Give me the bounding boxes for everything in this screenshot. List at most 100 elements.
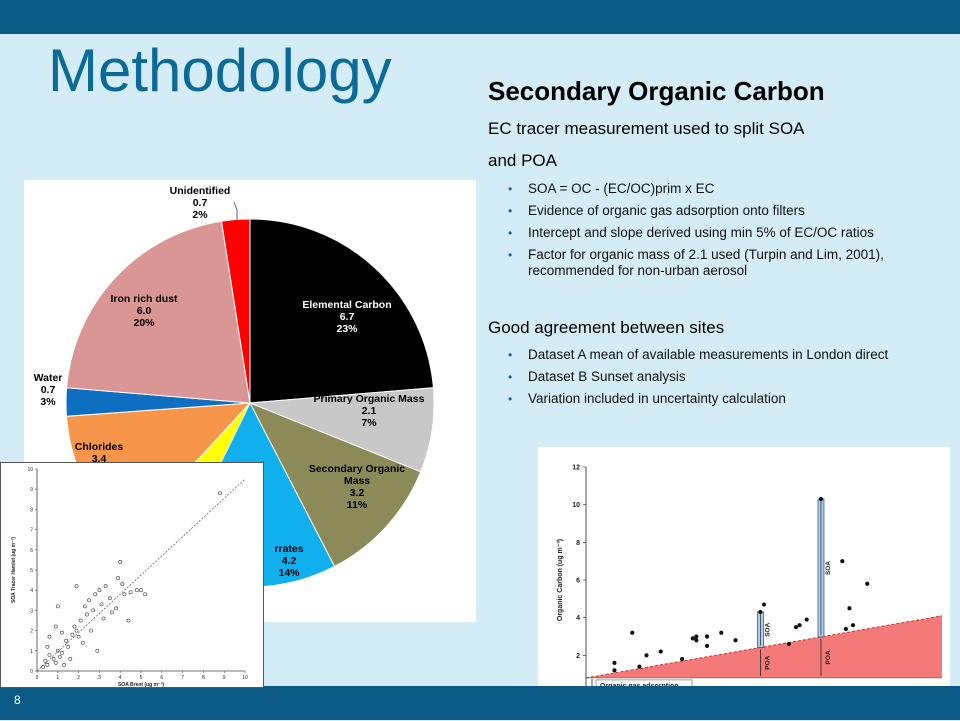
- x-tick-label: 4: [119, 675, 122, 681]
- x-axis-label: SOA Brent (ug m⁻³): [118, 682, 164, 687]
- x-tick-label: 10: [242, 675, 248, 681]
- scatter-point: [758, 609, 763, 615]
- scatter-point: [126, 618, 131, 623]
- y-tick-label: 2: [30, 629, 33, 635]
- scatter-point: [45, 663, 50, 667]
- bullet-list-agreement: Dataset A mean of available measurements…: [508, 347, 908, 413]
- y-axis-label: SOA Tracer Hamlet (ug m⁻³): [11, 537, 17, 603]
- y-tick-label: 0: [30, 669, 33, 675]
- scatter-point: [694, 634, 699, 639]
- scatter-point: [97, 588, 102, 593]
- x-tick-label: 0: [36, 675, 39, 681]
- x-tick-label: 5: [140, 675, 143, 681]
- pie-label: Unidentified 0.7 2%: [170, 185, 231, 221]
- soa-label: SOA: [764, 622, 771, 636]
- scatter-point: [120, 582, 125, 587]
- scatter-point: [118, 560, 123, 564]
- scatter-point: [804, 617, 809, 622]
- y-tick-label: 8: [576, 540, 580, 547]
- pie-slice-elemental-carbon: [249, 218, 434, 404]
- scatter-point: [630, 630, 635, 635]
- bullet-item: Dataset B Sunset analysis: [508, 369, 908, 385]
- scatter-point: [68, 656, 73, 661]
- bullet-item: Dataset A mean of available measurements…: [508, 347, 908, 363]
- y-tick-label: 9: [30, 487, 33, 493]
- paragraph-agreement: Good agreement between sites: [488, 318, 725, 337]
- scatter-point: [91, 608, 96, 613]
- scatter-point: [818, 496, 824, 502]
- pie-leader-line: [233, 201, 238, 220]
- bullet-item: Variation included in uncertainty calcul…: [508, 391, 908, 407]
- y-tick-label: 6: [30, 548, 33, 554]
- section-heading: Secondary Organic Carbon: [488, 76, 825, 106]
- scatter-point: [47, 634, 52, 639]
- pie-slice-iron-rich-dust: [66, 220, 251, 404]
- scatter-point: [57, 654, 62, 659]
- scatter-point: [55, 648, 60, 653]
- pie-label: rrates 4.2 14%: [274, 543, 303, 579]
- scatter-point: [704, 643, 710, 649]
- scatter-point: [43, 658, 48, 663]
- pie-slice-unidentified: [220, 218, 251, 404]
- y-tick-label: 10: [27, 467, 33, 473]
- scatter-point: [680, 657, 685, 662]
- scatter-point: [658, 649, 663, 654]
- top-bar: [0, 0, 960, 34]
- scatter-point: [143, 592, 148, 597]
- scatter-point: [218, 491, 222, 496]
- poa-line: [585, 615, 943, 679]
- x-tick-label: 1: [56, 675, 59, 681]
- scatter-point: [74, 584, 79, 589]
- bullet-item: SOA = OC - (EC/OC)prim x EC: [508, 181, 908, 197]
- x-tick-label: 7: [181, 675, 184, 681]
- scatter-point: [114, 606, 118, 611]
- scatter-point: [66, 644, 71, 649]
- pie-label: Water 0.7 3%: [34, 372, 63, 408]
- scatter-point: [139, 588, 143, 593]
- scatter-point: [89, 628, 93, 633]
- scatter-point: [109, 610, 114, 615]
- pie-label: Iron rich dust 6.0 20%: [110, 293, 178, 329]
- fit-line: [36, 478, 246, 672]
- bullet-item: Factor for organic mass of 2.1 used (Tur…: [508, 247, 908, 279]
- scatter-point: [60, 630, 64, 635]
- scatter-point: [694, 638, 699, 643]
- scatter-point: [134, 588, 139, 593]
- scatter-point: [99, 602, 104, 607]
- scatter-point: [690, 636, 695, 641]
- scatter-point: [55, 604, 60, 609]
- ec-tracer-chart: 012345678910024681012SOAPOASOAPOAOrganic…: [557, 465, 946, 716]
- pie-label: Secondary Organic Mass 3.2 11%: [309, 463, 405, 511]
- y-tick-label: 2: [576, 653, 580, 660]
- scatter-point: [786, 641, 792, 647]
- scatter-point: [761, 602, 767, 607]
- paragraph-line-1: EC tracer measurement used to split SOA: [488, 119, 805, 138]
- scatter-point: [793, 624, 799, 630]
- y-tick-label: 4: [576, 615, 580, 622]
- page-number: 8: [14, 693, 21, 707]
- paragraph-line-2: and POA: [488, 151, 557, 170]
- soa-comparison-chart: 0 1 2 3 4 5 6 7 8 9 10 0 1 2 3 4 5 6 7 8 9 10 SOA Brent (ug m⁻…: [11, 467, 248, 688]
- scatter-point: [612, 668, 617, 673]
- scatter-point: [843, 626, 848, 632]
- x-tick-label: 6: [160, 675, 163, 681]
- scatter-point: [704, 634, 710, 639]
- scatter-point: [47, 652, 52, 657]
- scatter-point: [80, 640, 85, 645]
- scatter-point: [128, 590, 133, 595]
- scatter-point: [93, 592, 98, 597]
- scatter-point: [850, 623, 856, 628]
- y-tick-label: 4: [30, 588, 33, 594]
- y-tick-label: 5: [30, 568, 33, 574]
- scatter-point: [840, 559, 845, 564]
- scatter-point: [76, 634, 81, 639]
- slide-title: Methodology: [48, 37, 392, 104]
- pie-slice-secondary-organic-mass: [248, 402, 422, 568]
- scatter-point: [116, 576, 121, 580]
- scatter-point: [74, 628, 79, 633]
- soa-label: SOA: [825, 561, 832, 575]
- scatter-point: [719, 630, 724, 635]
- y-tick-label: 12: [572, 465, 580, 472]
- scatter-point: [53, 661, 58, 665]
- y-tick-label: 6: [576, 578, 580, 585]
